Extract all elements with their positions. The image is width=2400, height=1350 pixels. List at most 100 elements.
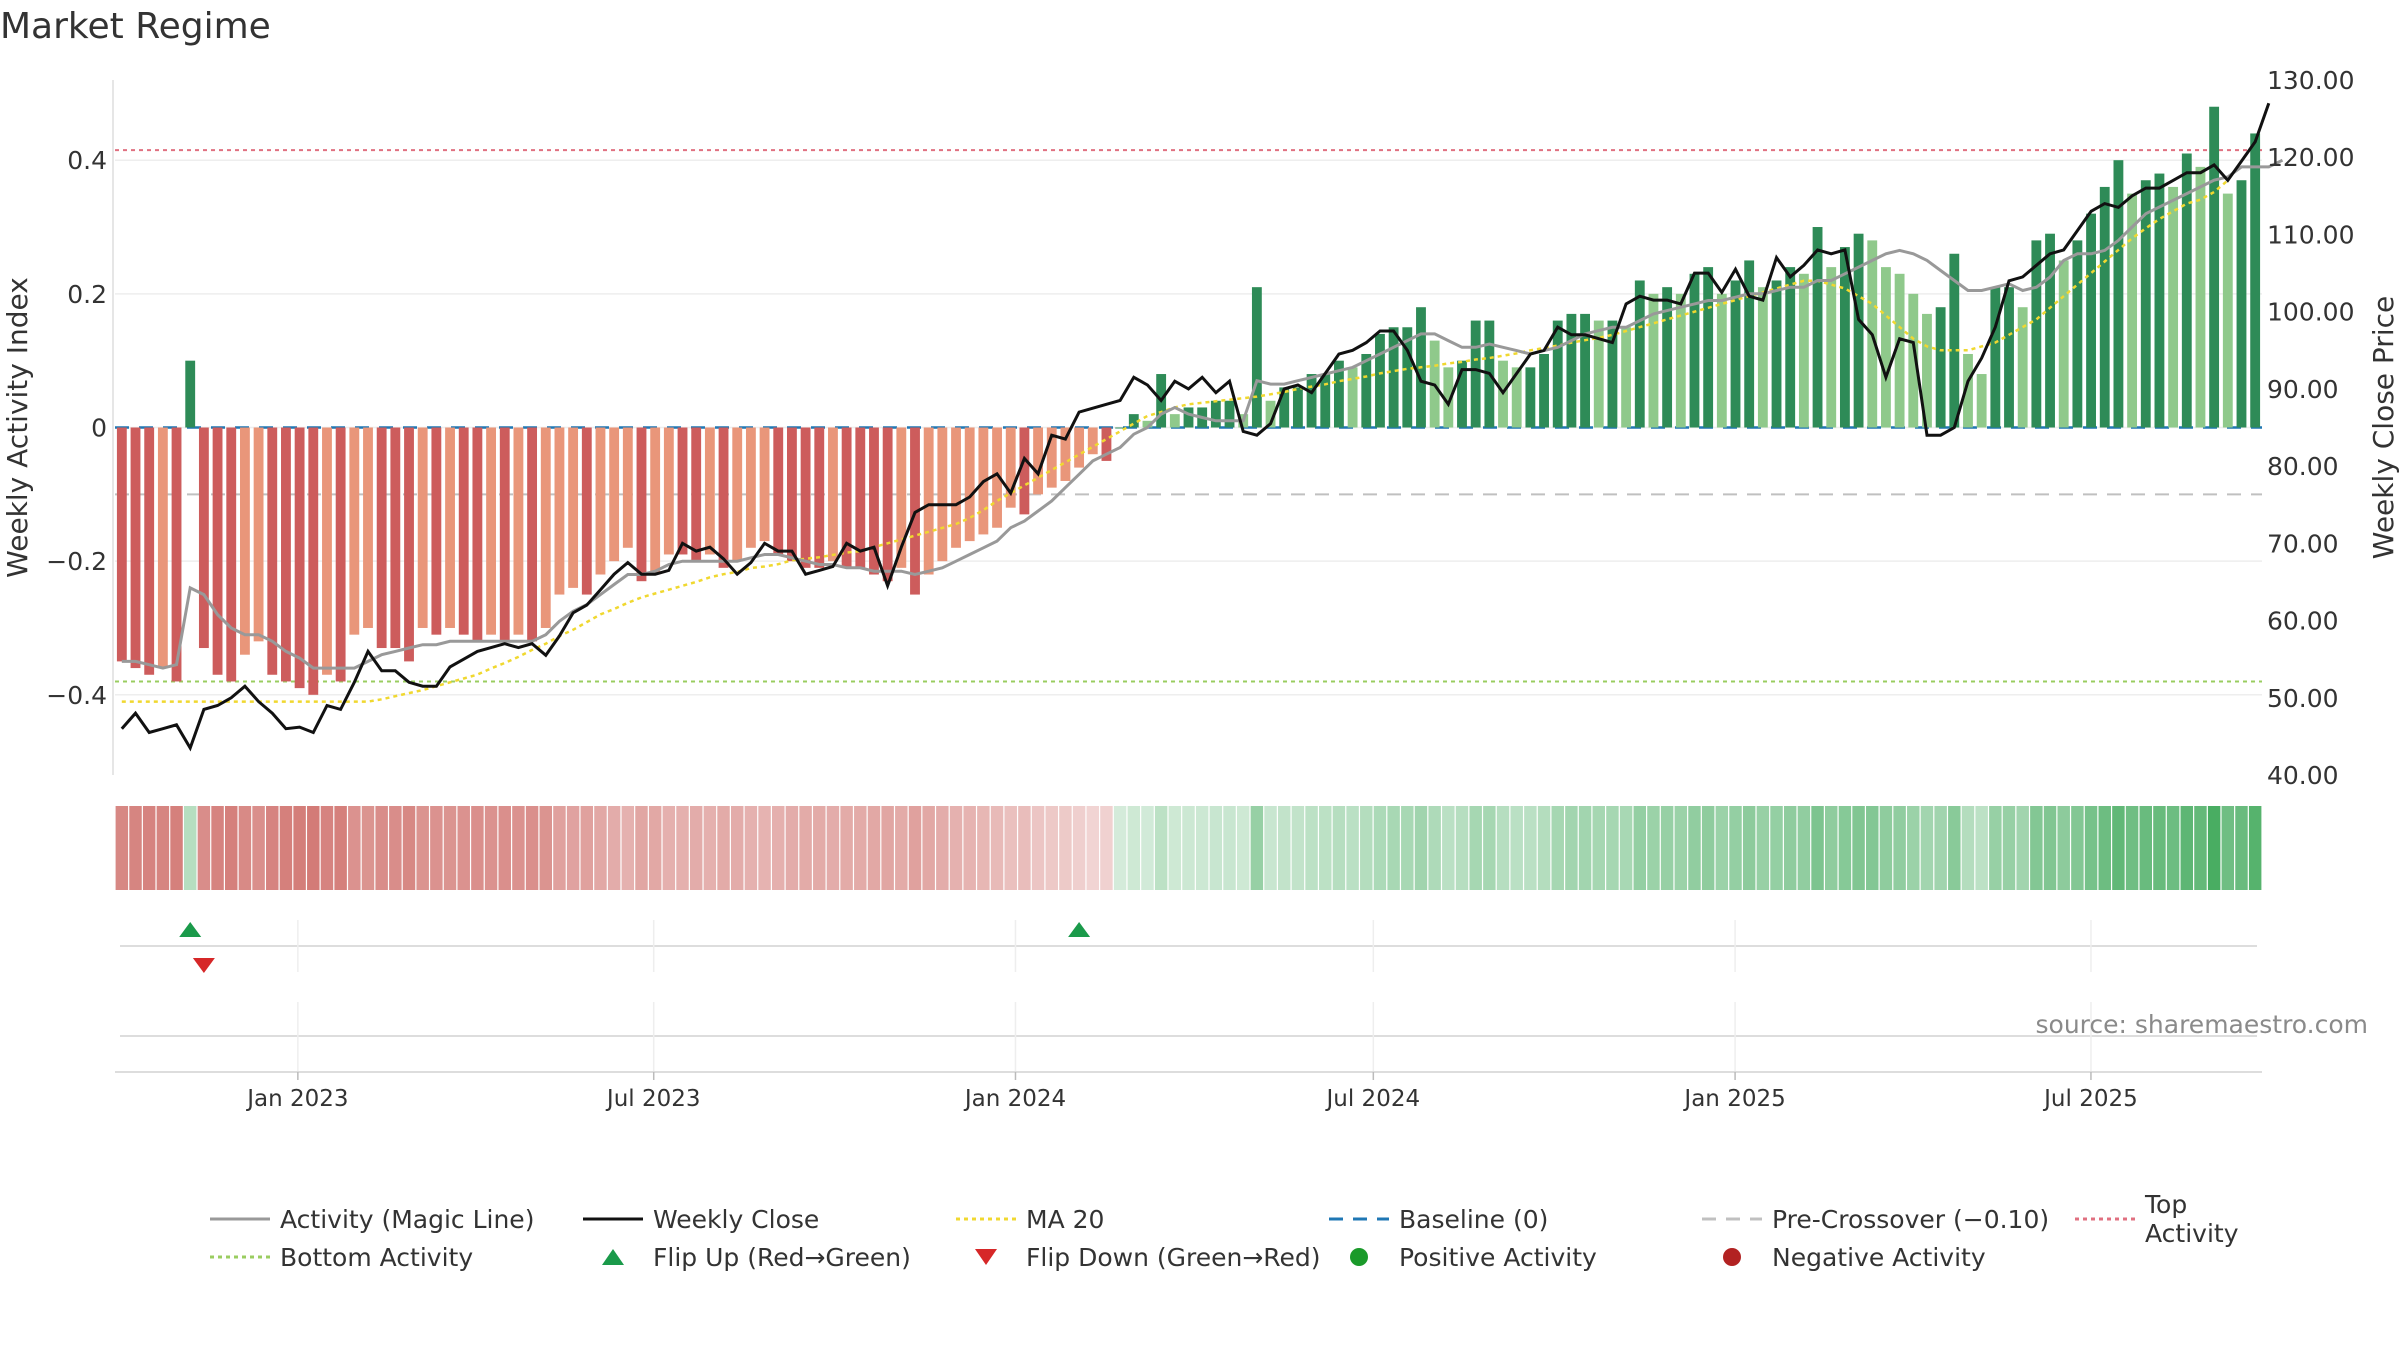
activity-bar [1662, 287, 1673, 428]
heat-cell [1469, 806, 1482, 890]
heat-cell [1018, 806, 1031, 890]
heat-cell [2057, 806, 2070, 890]
heat-cell [1688, 806, 1701, 890]
activity-bar [458, 427, 469, 635]
heat-cell [129, 806, 142, 890]
activity-bar [691, 427, 702, 562]
heat-cell [238, 806, 252, 890]
activity-bar [1457, 360, 1467, 428]
heat-cell [525, 806, 539, 890]
activity-bar [1689, 273, 1700, 428]
activity-bar [1812, 227, 1823, 428]
legend-item-flip-up: Flip Up (Red→Green) [583, 1243, 956, 1272]
heat-cell [2180, 806, 2194, 890]
activity-bar [1730, 280, 1741, 428]
y-right-tick-label: 100.00 [2267, 298, 2354, 327]
heat-cell [1838, 806, 1852, 890]
heat-cell [334, 806, 347, 890]
activity-bar [622, 427, 633, 548]
activity-bar [1033, 427, 1043, 495]
heat-cell [1742, 806, 1756, 890]
heat-cell [1961, 806, 1975, 890]
heat-cell [471, 806, 484, 890]
heat-cell [2098, 806, 2111, 890]
legend-item-negative-activity: Negative Activity [1702, 1243, 2075, 1272]
activity-bars [116, 106, 2261, 695]
legend-item-ma20: MA 20 [956, 1205, 1329, 1234]
y-right-tick-label: 50.00 [2267, 684, 2339, 713]
x-tick-label: Jul 2023 [605, 1086, 701, 1112]
y-left-tick-label: −0.4 [46, 681, 107, 710]
heat-cell [539, 806, 553, 890]
heat-cell [1701, 806, 1715, 890]
heat-cell [1496, 806, 1510, 890]
activity-bar [2250, 133, 2261, 428]
heat-cell [703, 806, 717, 890]
activity-bar [1839, 247, 1850, 428]
dotted-green-line-icon [210, 1255, 270, 1259]
activity-bar [1251, 287, 1262, 428]
heat-cell [1141, 806, 1154, 890]
y-right-tick-label: 90.00 [2267, 375, 2339, 404]
legend-label: Top Activity [2145, 1190, 2239, 1248]
x-tick-label: Jan 2023 [245, 1086, 348, 1112]
heat-cell [2207, 806, 2221, 890]
heat-cell [881, 806, 894, 890]
heat-cell [115, 806, 129, 890]
activity-bar [828, 427, 838, 562]
heat-cell [1072, 806, 1086, 890]
heat-cell [2002, 806, 2016, 890]
heat-cell [402, 806, 416, 890]
heat-cell [1277, 806, 1291, 890]
activity-bar [677, 427, 688, 555]
heat-cell [1920, 806, 1934, 890]
heat-cell [1332, 806, 1346, 890]
heat-cell [867, 806, 881, 890]
heat-cell [990, 806, 1004, 890]
heat-cell [1100, 806, 1113, 890]
y-left-tick-label: 0 [91, 414, 107, 443]
heat-cell [1360, 806, 1373, 890]
activity-bar [486, 427, 496, 635]
activity-bar [2127, 193, 2138, 428]
heat-cell [389, 806, 402, 890]
activity-bar [540, 427, 551, 628]
legend-item-top-activity: Top Activity [2075, 1190, 2285, 1248]
activity-bar [390, 427, 401, 649]
y-right-axis-title: Weekly Close Price [2367, 296, 2400, 559]
heat-cell [772, 806, 785, 890]
heat-cell [320, 806, 334, 890]
heat-cell [348, 806, 361, 890]
heat-cell [1797, 806, 1811, 890]
activity-bar [1060, 427, 1071, 481]
heat-cell [211, 806, 224, 890]
heat-cell [2125, 806, 2139, 890]
legend-label: Activity (Magic Line) [280, 1204, 535, 1234]
y-right-tick-label: 80.00 [2267, 452, 2339, 481]
activity-bar [1334, 360, 1344, 428]
dotted-yellow-line-icon [956, 1217, 1016, 1221]
activity-bar [636, 427, 647, 582]
heat-cell [1455, 806, 1469, 890]
activity-bar [1470, 320, 1481, 428]
heat-cell [1565, 806, 1578, 890]
heat-cell [484, 806, 498, 890]
activity-bar [841, 427, 852, 568]
heat-cell [1592, 806, 1605, 890]
flip-up-marker [1068, 922, 1091, 937]
heat-cell [1373, 806, 1387, 890]
heat-cell [648, 806, 662, 890]
heat-cell [813, 806, 826, 890]
activity-bar [1757, 287, 1768, 428]
activity-bar [2113, 160, 2124, 428]
heat-cell [2153, 806, 2166, 890]
activity-bar [773, 427, 784, 555]
activity-bar [527, 427, 538, 642]
activity-bar [1005, 427, 1016, 508]
heat-cell [1660, 806, 1674, 890]
heat-cell [1305, 806, 1318, 890]
heat-cell [2166, 806, 2180, 890]
heat-cell [1989, 806, 2002, 890]
heat-cell [566, 806, 580, 890]
activity-bar [732, 427, 743, 562]
